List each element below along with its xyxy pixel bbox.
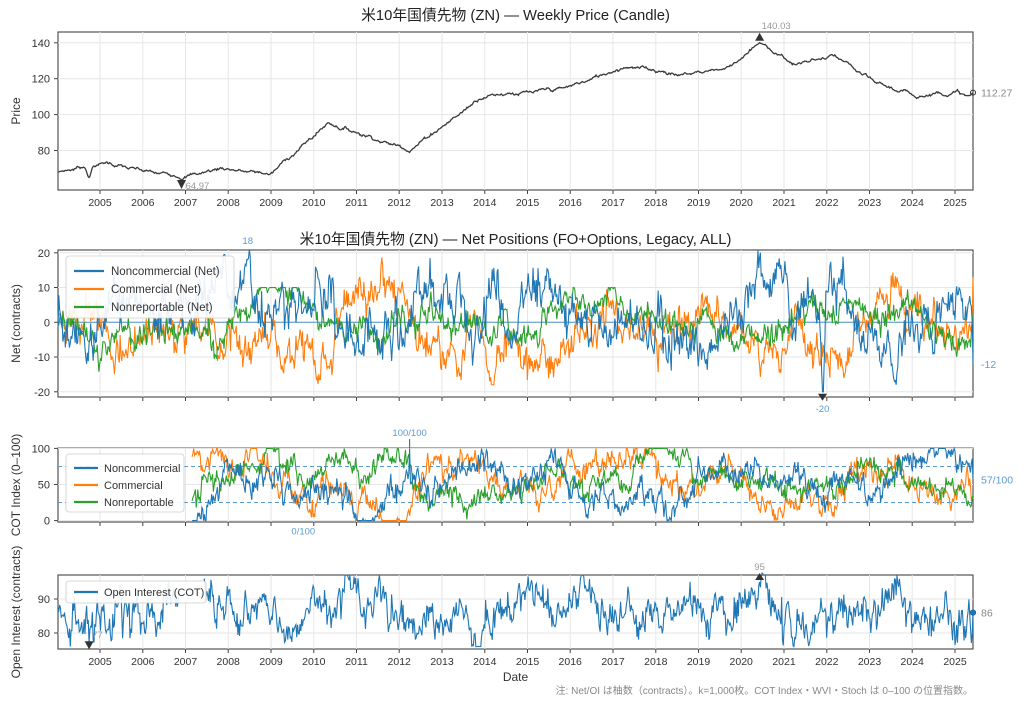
svg-text:140: 140 (32, 38, 50, 50)
svg-text:Net (contracts): Net (contracts) (9, 284, 23, 363)
svg-text:2011: 2011 (345, 656, 368, 668)
svg-text:2008: 2008 (217, 197, 241, 209)
svg-text:2014: 2014 (473, 656, 497, 668)
svg-text:2006: 2006 (131, 197, 155, 209)
svg-text:112.27: 112.27 (981, 88, 1012, 100)
svg-text:77: 77 (92, 630, 103, 641)
svg-text:2024: 2024 (901, 197, 925, 209)
svg-text:2022: 2022 (815, 656, 839, 668)
svg-text:Date: Date (503, 670, 529, 684)
svg-text:COT Index (0–100): COT Index (0–100) (9, 434, 23, 537)
svg-text:2023: 2023 (858, 197, 882, 209)
svg-text:2021: 2021 (772, 656, 796, 668)
svg-text:2005: 2005 (88, 656, 112, 668)
svg-text:Commercial: Commercial (104, 480, 163, 492)
svg-text:2007: 2007 (174, 197, 198, 209)
svg-text:2017: 2017 (601, 656, 625, 668)
svg-text:2020: 2020 (730, 656, 754, 668)
svg-text:2012: 2012 (388, 656, 412, 668)
svg-text:86: 86 (981, 608, 993, 620)
svg-text:-20: -20 (816, 404, 830, 415)
svg-text:2016: 2016 (559, 197, 583, 209)
svg-text:2019: 2019 (687, 197, 711, 209)
svg-text:2009: 2009 (259, 197, 283, 209)
svg-text:100: 100 (32, 110, 50, 122)
svg-text:2025: 2025 (943, 197, 967, 209)
svg-text:2022: 2022 (815, 197, 839, 209)
svg-text:0: 0 (44, 317, 50, 329)
svg-text:64.97: 64.97 (186, 181, 210, 192)
svg-text:Noncommercial: Noncommercial (104, 463, 180, 475)
svg-text:2009: 2009 (259, 656, 283, 668)
svg-text:2019: 2019 (687, 656, 711, 668)
svg-text:米10年国債先物 (ZN) — Weekly Price (: 米10年国債先物 (ZN) — Weekly Price (Candle) (361, 7, 670, 24)
svg-text:2008: 2008 (217, 656, 241, 668)
svg-text:-10: -10 (34, 352, 50, 364)
svg-text:2017: 2017 (601, 197, 625, 209)
svg-text:2010: 2010 (302, 656, 326, 668)
svg-text:0: 0 (44, 516, 50, 528)
svg-text:90: 90 (38, 594, 50, 606)
svg-text:-12: -12 (981, 359, 996, 371)
svg-text:80: 80 (38, 146, 50, 158)
svg-text:120: 120 (32, 74, 50, 86)
svg-text:2018: 2018 (644, 656, 668, 668)
svg-text:2012: 2012 (388, 197, 412, 209)
svg-text:注: Net/OI は柚数（contracts）。k=1,0: 注: Net/OI は柚数（contracts）。k=1,000枚。COT In… (556, 684, 973, 697)
svg-text:50: 50 (38, 480, 50, 492)
svg-text:Nonreportable (Net): Nonreportable (Net) (111, 302, 213, 314)
svg-text:2007: 2007 (174, 656, 198, 668)
svg-text:20: 20 (38, 248, 50, 260)
svg-text:2011: 2011 (345, 197, 368, 209)
svg-text:2025: 2025 (943, 656, 967, 668)
svg-text:2005: 2005 (88, 197, 112, 209)
svg-text:140.03: 140.03 (762, 21, 791, 32)
svg-text:100/100: 100/100 (392, 428, 426, 439)
svg-text:Price: Price (9, 97, 23, 125)
svg-text:80: 80 (38, 628, 50, 640)
svg-text:57/100: 57/100 (981, 474, 1013, 486)
svg-text:米10年国債先物 (ZN) — Net Positions: 米10年国債先物 (ZN) — Net Positions (FO+Option… (300, 231, 732, 248)
svg-text:2015: 2015 (516, 197, 540, 209)
svg-text:2015: 2015 (516, 656, 540, 668)
svg-text:Noncommercial (Net): Noncommercial (Net) (111, 266, 220, 278)
svg-text:2018: 2018 (644, 197, 668, 209)
svg-text:2010: 2010 (302, 197, 326, 209)
svg-text:2014: 2014 (473, 197, 497, 209)
svg-text:Commercial (Net): Commercial (Net) (111, 284, 201, 296)
svg-text:Open Interest (COT): Open Interest (COT) (104, 587, 204, 599)
svg-text:2006: 2006 (131, 656, 155, 668)
svg-text:95: 95 (754, 562, 765, 573)
svg-text:18: 18 (242, 236, 253, 247)
svg-text:2023: 2023 (858, 656, 882, 668)
svg-text:2021: 2021 (772, 197, 796, 209)
svg-text:0/100: 0/100 (291, 527, 315, 538)
svg-text:100: 100 (32, 443, 50, 455)
svg-text:-20: -20 (34, 387, 50, 399)
svg-text:Nonreportable: Nonreportable (104, 497, 174, 509)
svg-text:Open Interest (contracts): Open Interest (contracts) (9, 546, 23, 679)
svg-text:2013: 2013 (430, 197, 454, 209)
svg-text:2024: 2024 (901, 656, 925, 668)
svg-text:2013: 2013 (430, 656, 454, 668)
svg-text:10: 10 (38, 283, 50, 295)
svg-text:2020: 2020 (730, 197, 754, 209)
svg-text:2016: 2016 (559, 656, 583, 668)
